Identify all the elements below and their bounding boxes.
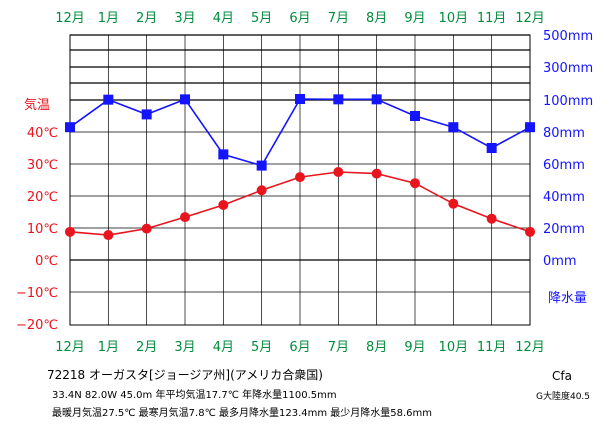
month-label-top: 7月: [328, 11, 349, 26]
month-label-top: 4月: [213, 11, 234, 26]
temperature-tick-label: 20℃: [27, 190, 58, 205]
precipitation-tick-label: 80mm: [543, 126, 585, 141]
station-summary: 33.4N 82.0W 45.0m 年平均気温17.7℃ 年降水量1100.5m…: [52, 390, 337, 401]
temperature-point: [295, 172, 305, 183]
precipitation-point: [486, 143, 497, 153]
temperature-tick-label: 30℃: [27, 158, 58, 173]
temperature-tick-label: 10℃: [27, 222, 58, 237]
temperature-point: [218, 199, 229, 210]
precipitation-point: [256, 160, 267, 171]
axis-labels: 気温 40℃ 30℃ 20℃ 10℃ 0℃ −10℃ −20℃ 500mm 300mm 100mm 8…: [16, 29, 593, 333]
precipitation-point: [103, 94, 114, 105]
temperature-point: [256, 185, 267, 196]
precipitation-point: [525, 122, 535, 133]
month-label-bottom: 9月: [404, 340, 425, 355]
temperature-tick-label: 40℃: [27, 126, 58, 141]
month-label-bottom: 12月: [55, 340, 85, 355]
month-label-bottom: 10月: [439, 340, 469, 355]
temperature-point: [486, 213, 497, 224]
precipitation-point: [448, 122, 459, 133]
month-label-top: 12月: [515, 11, 545, 26]
month-label-bottom: 8月: [366, 340, 387, 355]
precipitation-tick-label: 60mm: [543, 158, 585, 173]
month-label-top: 12月: [55, 11, 85, 26]
month-label-top: 10月: [439, 11, 469, 26]
precipitation-tick-label: 300mm: [543, 61, 593, 76]
month-label-bottom: 11月: [477, 340, 507, 355]
precipitation-tick-label: 20mm: [543, 222, 585, 237]
station-name: 72218 オーガスタ[ジョージア州](アメリカ合衆国): [47, 368, 323, 382]
station-extremes: 最暖月気温27.5℃ 最寒月気温7.8℃ 最多月降水量123.4mm 最少月降水…: [52, 408, 433, 419]
temperature-tick-label: −10℃: [16, 286, 58, 301]
precipitation-point: [65, 122, 75, 133]
month-label-bottom: 5月: [251, 340, 272, 355]
temperature-axis-title: 気温: [24, 97, 50, 113]
month-label-bottom: 12月: [515, 340, 545, 355]
precipitation-tick-label: 40mm: [543, 190, 585, 205]
precipitation-point: [410, 111, 420, 121]
temperature-tick-label: 0℃: [35, 254, 58, 269]
temperature-point: [180, 212, 190, 223]
temperature-point: [371, 168, 382, 179]
temperature-point: [525, 226, 535, 237]
month-label-top: 1月: [98, 11, 119, 26]
precipitation-tick-label: 500mm: [543, 29, 593, 44]
month-label-bottom: 3月: [174, 340, 195, 355]
month-label-top: 5月: [251, 11, 272, 26]
month-label-top: 11月: [477, 11, 507, 26]
temperature-tick-label: −20℃: [16, 318, 58, 333]
precipitation-point: [333, 94, 344, 105]
series-points: [65, 94, 535, 241]
precipitation-point: [180, 94, 190, 105]
precipitation-axis-title: 降水量: [548, 291, 587, 306]
month-label-bottom: 7月: [328, 340, 349, 355]
temperature-point: [410, 178, 420, 189]
climate-class: Cfa: [552, 369, 572, 383]
month-label-top: 3月: [174, 11, 195, 26]
month-label-bottom: 4月: [213, 340, 234, 355]
precipitation-tick-label: 100mm: [543, 94, 593, 109]
month-label-top: 8月: [366, 11, 387, 26]
chart-grid: [69, 34, 531, 326]
temperature-point: [65, 226, 75, 237]
month-label-bottom: 2月: [136, 340, 157, 355]
precipitation-point: [295, 94, 305, 105]
precipitation-tick-label: 0mm: [543, 254, 577, 269]
month-label-bottom: 6月: [289, 340, 310, 355]
precipitation-point: [141, 109, 152, 120]
month-label-bottom: 1月: [98, 340, 119, 355]
month-label-top: 9月: [404, 11, 425, 26]
precipitation-point: [371, 94, 382, 105]
month-label-top: 6月: [289, 11, 310, 26]
month-label-top: 2月: [136, 11, 157, 26]
month-labels: 12月 12月 1月 1月 2月 2月 3月 3月 4月 4月 5月 5月 6月 6月 7月 7月 8月 8月 9月…: [55, 11, 545, 355]
precipitation-point: [218, 149, 229, 160]
temperature-point: [141, 223, 152, 234]
temperature-point: [103, 230, 114, 241]
continentality: G大陸度40.5: [536, 392, 591, 402]
temperature-point: [333, 167, 344, 177]
temperature-point: [448, 198, 459, 209]
